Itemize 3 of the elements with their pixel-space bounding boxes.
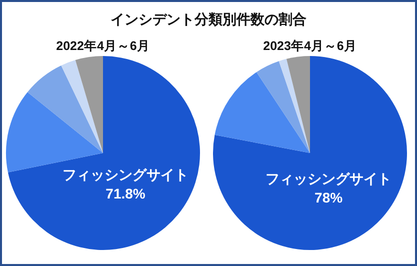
subtitle: 2022年4月～6月 xyxy=(56,39,150,53)
title: インシデント分類別件数の割合 xyxy=(110,11,306,27)
subtitle: 2023年4月～6月 xyxy=(263,39,357,53)
